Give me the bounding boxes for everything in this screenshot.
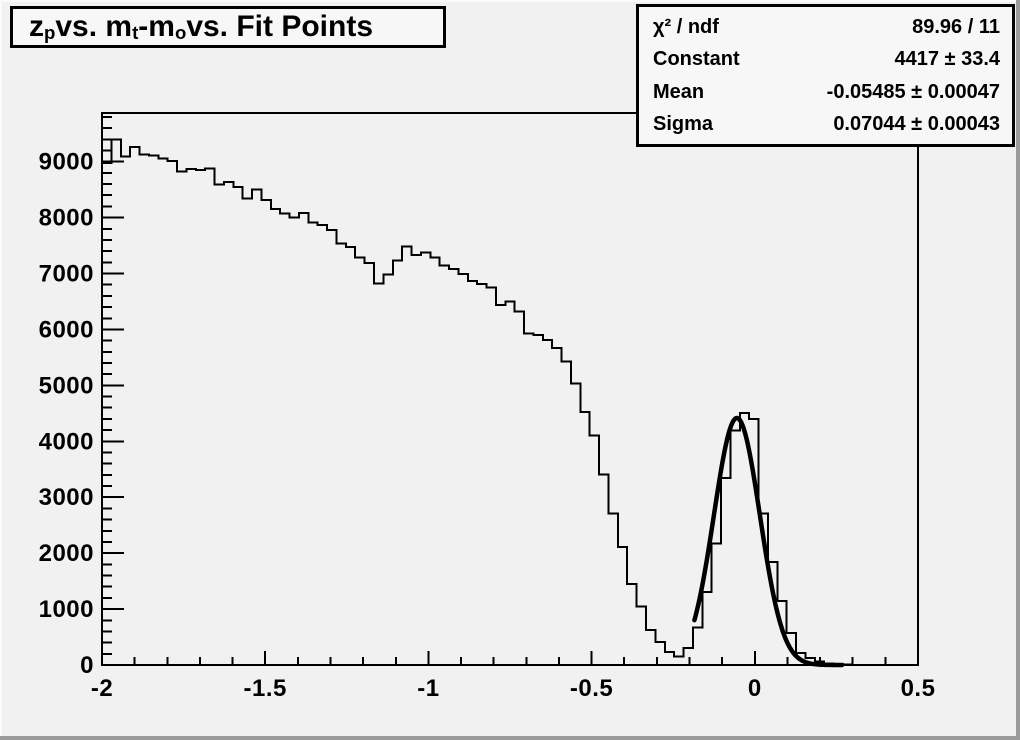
x-tick-label: -0.5: [570, 675, 613, 702]
y-tick-label: 5000: [39, 372, 94, 399]
y-tick-label: 3000: [39, 484, 94, 511]
stat-value: 0.07044 ± 0.00043: [833, 112, 1000, 135]
fit-curve: [692, 415, 845, 668]
stat-label: Mean: [653, 80, 705, 103]
stat-value: -0.05485 ± 0.00047: [826, 80, 1000, 103]
y-tick-label: 2000: [39, 540, 94, 567]
histogram-line: [102, 138, 919, 666]
x-tick-label: -2: [91, 675, 113, 702]
title-subscript: o: [174, 21, 187, 43]
y-tick-label: 4000: [39, 428, 94, 455]
y-tick-label: 9000: [39, 149, 94, 176]
x-tick-label: 0.5: [901, 675, 936, 702]
title-subscript: p: [44, 21, 56, 43]
y-tick-label: 0: [80, 652, 94, 679]
y-tick-label: 8000: [39, 205, 94, 232]
title-text: z: [29, 10, 44, 43]
x-tick-label: 0: [748, 675, 762, 702]
title-text: -m: [138, 10, 175, 43]
x-tick-label: -1: [417, 675, 439, 702]
y-tick-label: 1000: [39, 596, 94, 623]
y-tick-label: 7000: [39, 261, 94, 288]
fit-stats-box: χ² / ndf 89.96 / 11 Constant 4417 ± 33.4 Mea…: [636, 4, 1015, 147]
x-tick-label: -1.5: [244, 675, 287, 702]
stats-row: Constant 4417 ± 33.4: [639, 49, 1012, 69]
stat-label: χ² / ndf: [653, 16, 719, 39]
plot-frame: [101, 112, 919, 666]
title-subscript: t: [132, 21, 139, 43]
stats-row: Mean -0.05485 ± 0.00047: [639, 82, 1012, 102]
stat-value: 4417 ± 33.4: [894, 48, 1000, 71]
stats-row: χ² / ndf 89.96 / 11: [639, 17, 1012, 37]
stat-label: Sigma: [653, 112, 714, 135]
y-axis-ticks: [102, 115, 124, 666]
stat-label: Constant: [653, 48, 740, 71]
y-tick-label: 6000: [39, 316, 94, 343]
title-text: vs. Fit Points: [186, 10, 374, 43]
title-text: vs. m: [55, 10, 133, 43]
stats-row: Sigma 0.07044 ± 0.00043: [639, 114, 1012, 134]
stat-value: 89.96 / 11: [912, 16, 1000, 39]
